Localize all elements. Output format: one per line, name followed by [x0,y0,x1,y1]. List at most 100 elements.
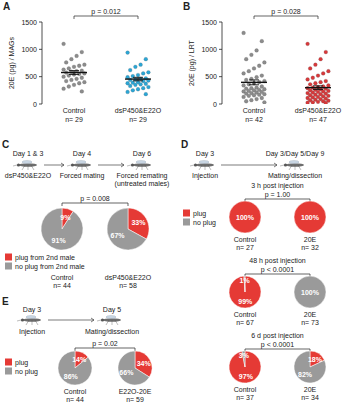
dot [75,77,79,81]
slice [41,208,83,250]
data-label: 100% [301,214,320,221]
dot [252,67,256,71]
legend-swatch [183,210,190,217]
dot [324,101,328,104]
group-label: E22O-20E [119,388,152,395]
y-tick [219,22,222,23]
dot [67,67,71,71]
mosquito-icon [67,160,91,170]
dot [70,78,74,82]
y-tick-label: 1000 [201,46,217,53]
dot [263,100,267,104]
step-label: Forced remating [117,172,168,180]
dot [77,64,81,68]
legend-swatch [5,359,12,366]
dot [257,93,261,97]
x-label: dsP450&E22O [295,107,342,114]
dot [242,31,246,35]
dot [260,39,264,43]
x-label: dsP450&E22O [115,107,162,114]
dot [324,79,328,83]
data-label: 91% [52,237,67,244]
n-label: n= 58 [119,282,137,289]
step-label: Injection [19,328,45,336]
y-tick-label: 500 [25,73,37,80]
data-label: 67% [111,232,126,239]
bracket [245,199,310,202]
dot [306,101,310,104]
data-label: 34% [137,360,152,367]
data-label: 14% [72,356,87,363]
mosquito-icon [127,160,151,170]
row-title: 48 h post injection [249,257,306,265]
step-label: Mating/dissection [268,172,322,180]
y-axis-title: 20E (pg) / MAGs [8,36,16,89]
data-label: 3% [239,352,250,359]
y-tick-label: 1500 [21,19,37,26]
dot [314,81,318,85]
p-value: p = 0.028 [271,8,300,16]
dot [244,99,248,103]
dot [316,74,320,78]
data-label: 66% [119,369,134,376]
dot [128,84,132,88]
dot [244,57,248,61]
dot [314,63,318,67]
dot [144,82,148,86]
step-day: Day 3/Day 5/Day 9 [266,150,325,158]
arrow [44,163,64,167]
n-label: n= 37 [236,394,254,401]
y-tick-label: 0 [213,101,217,108]
figure: A05001000150020E (pg) / MAGsControln= 29… [0,0,355,411]
dot [250,98,254,102]
dot [139,82,143,86]
y-axis [222,22,223,104]
dot [62,87,66,91]
error-bar [69,71,79,75]
mosquito-icon [17,315,41,325]
y-tick-label: 0 [33,101,37,108]
p-value: p = 0.008 [80,195,109,203]
dot [311,100,315,104]
legend-label: no plug from 2nd male [15,263,85,271]
dot [263,92,267,96]
legend-swatch [5,254,12,261]
legend-label: plug [15,359,28,367]
p-value: p < 0.0001 [261,266,294,274]
dot [147,70,151,74]
step-label: (untreated males) [115,180,170,188]
bracket [74,16,138,19]
x-label: Control [243,107,266,114]
slice [118,351,149,385]
y-tick-label: 1000 [21,46,37,53]
mosquito-icon [190,160,214,170]
bracket [245,349,310,352]
plot-area [241,31,331,104]
dot [316,100,320,104]
dot [306,42,310,46]
dot [62,75,66,79]
dot [247,69,251,73]
dot [136,87,140,91]
bracket [75,348,135,351]
dot [311,76,315,80]
legend-label: plug from 2nd male [15,254,75,262]
dot [77,81,81,85]
legend-label: no plug [15,368,38,376]
error-bar [249,80,259,85]
data-label: 33% [131,219,146,226]
dot [319,80,323,84]
row-title: 6 d post injection [251,332,304,340]
dot [134,83,138,87]
data-label: 100% [236,214,255,221]
slice [294,276,326,308]
dot [70,57,74,61]
group-label: 20E [304,311,317,318]
dot [255,75,259,79]
dot [308,67,312,71]
step-day: Day 3 [196,150,214,158]
group-label: Control [234,311,257,318]
slice [229,201,261,233]
legend-swatch [5,368,12,375]
data-label: 100% [301,289,320,296]
